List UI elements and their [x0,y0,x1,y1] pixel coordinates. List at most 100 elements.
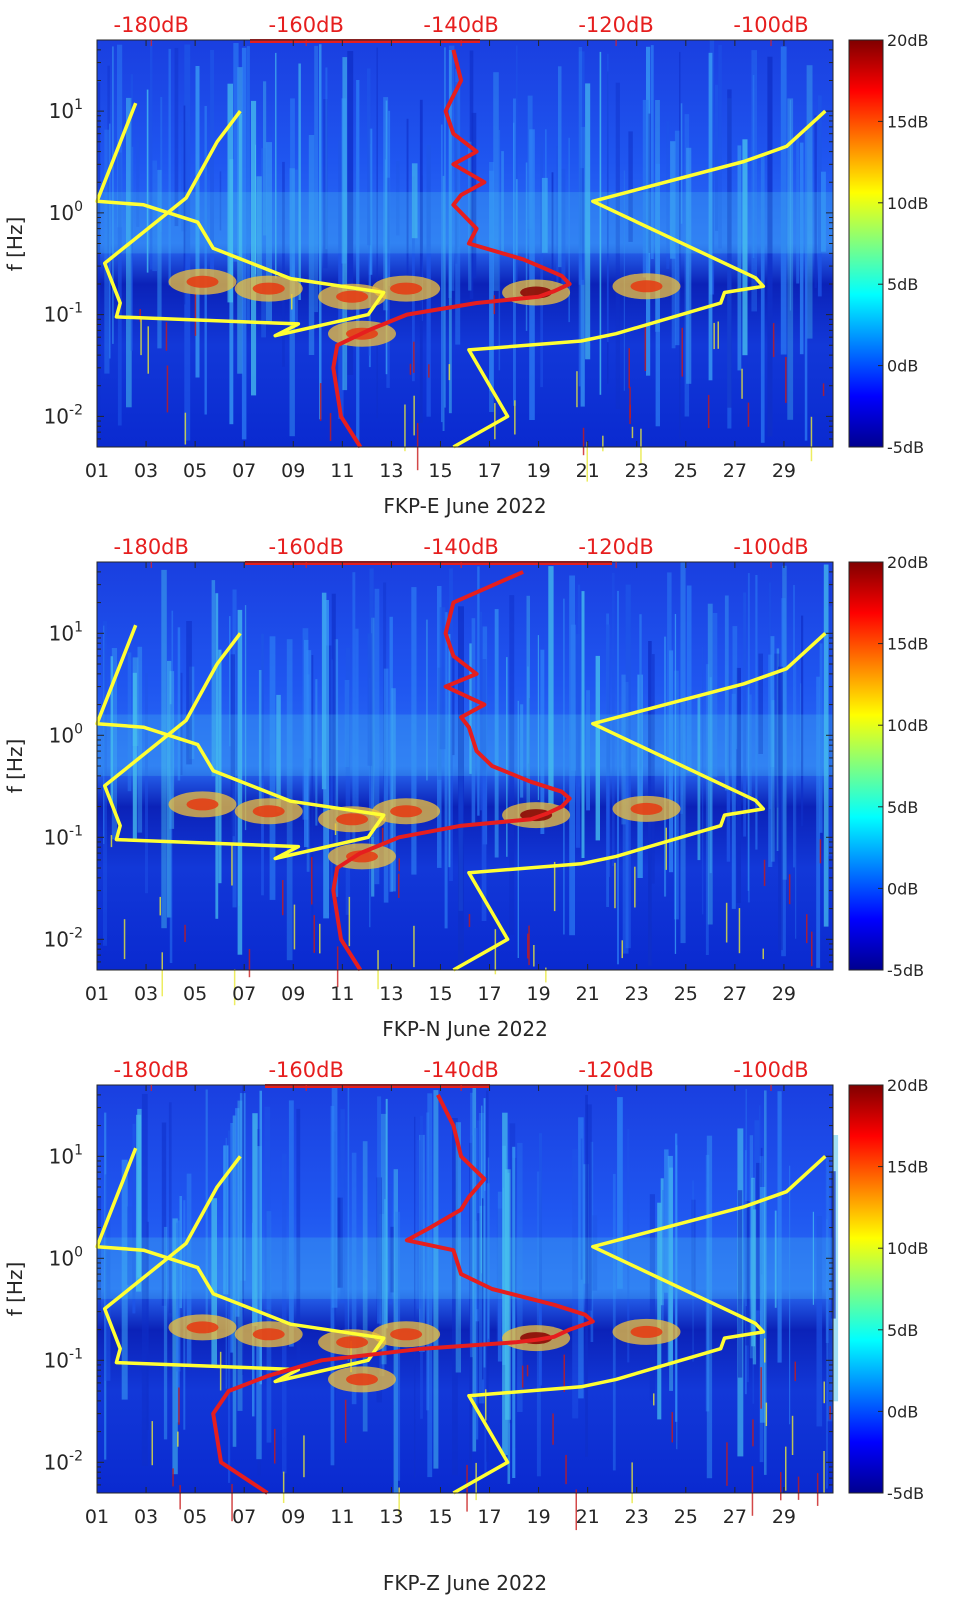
spectrogram-band [468,141,472,291]
spectrogram-band [215,593,219,919]
spectrogram-spike [621,940,623,959]
spectrogram-energy-blobs [97,1237,833,1393]
spectrogram-band [168,1102,172,1314]
spectrogram-band [502,1112,508,1456]
spectrogram-band [406,118,409,302]
spectrogram-band [263,81,267,236]
x-tick-label: 19 [527,983,551,1005]
high-noise-model-line [452,632,827,972]
spectrogram-band [290,98,295,328]
spectrogram-band [356,80,360,442]
energy-blob-core [336,290,369,303]
top-db-label: -160dB [268,535,343,559]
spectrogram-band [628,131,633,242]
energy-blob-core [186,798,219,811]
spectrogram-band [433,1090,439,1469]
energy-blob-core [346,1373,378,1386]
spectrogram-spike [123,919,126,960]
colorbar-tick-label: 0dB [887,1402,918,1421]
spectrogram-band [232,1115,237,1447]
spectrogram-band [680,103,683,224]
spectrogram-spike [466,1464,468,1512]
spectrogram-band [592,1215,598,1291]
spectrogram-band [172,1218,178,1475]
spectrogram-band [724,595,729,791]
spectrogram-spike [586,441,588,482]
spectrogram-spike [575,1489,577,1531]
y-tick-label: 100 [49,721,83,747]
spectrogram-band [789,99,792,311]
top-db-label: -180dB [114,13,189,37]
spectrogram-spike [166,365,169,413]
spectrogram-band [752,1209,757,1365]
spectrogram-band [520,704,524,798]
top-db-label: -120dB [578,13,653,37]
low-noise-model-line [95,1147,386,1384]
spectrogram-band [145,673,148,894]
spectrogram-band [337,1197,343,1288]
spectrogram-band [233,43,239,262]
spectrogram-band [516,179,518,260]
spectrogram-band [563,598,565,935]
energy-blob-core [252,1328,285,1341]
spectrogram-band [104,1174,111,1381]
microseism-band [97,192,833,254]
spectrogram-spike [194,292,197,336]
x-tick-label: 11 [330,1506,354,1528]
spectrogram-spike [172,1468,174,1487]
spectrogram-band [157,169,162,349]
spectrogram-band [789,1165,791,1425]
spectrogram-spike [797,1476,800,1500]
spectrogram-spike [707,394,710,429]
spectrogram-band [697,694,701,861]
spectrogram-band [117,44,123,228]
spectrogram-band [315,679,318,826]
spectrogram-band [804,132,808,441]
x-tick-label: 03 [134,983,158,1005]
spectrogram-spike [493,295,496,315]
spectrogram-spike [713,322,715,350]
spectrogram-spike [177,1431,179,1447]
spectrogram-energy-blobs [97,192,833,347]
colorbar: 20dB 15dB 10dB 5dB 0dB -5dB [848,31,929,457]
spectrogram-band [483,1098,486,1368]
spectrogram-band [742,139,748,356]
spectrogram-spike [816,1473,819,1506]
spectrogram-band [496,1208,503,1346]
spectrogram-band [266,142,272,323]
spectrogram-band [160,97,163,233]
x-tick-label: 21 [576,983,600,1005]
spectrogram-band [127,1206,133,1285]
spectrogram-spike [738,908,741,954]
spectrogram-band [745,1089,747,1307]
spectrogram-spike [563,1354,565,1392]
microseism-band [97,1237,833,1299]
colorbar-tick-label: 10dB [887,1239,929,1258]
spectrogram-band [774,653,780,808]
spectrogram-band [338,140,344,420]
spectrogram-band [670,141,676,259]
spectrogram-band [242,1085,244,1375]
spectrogram-spike [184,412,187,445]
spectrogram-band [737,145,742,371]
spectrogram-band [449,568,453,881]
spectrogram-band [168,48,171,286]
spectrogram-band [517,1142,523,1412]
x-tick-label: 13 [379,460,403,482]
spectrogram-band [771,700,775,862]
spectrogram-band [540,649,545,834]
x-tick-label: 13 [379,983,403,1005]
spectrogram-band [705,664,709,955]
x-tick-label: 05 [183,983,207,1005]
spectrogram-band [650,45,654,259]
spectrogram-band [826,1219,828,1489]
x-tick-label: 15 [428,460,452,482]
spectrogram-band [235,1108,240,1317]
x-tick-label: 09 [281,460,305,482]
spectrogram-band [264,1106,271,1309]
colorbar: 20dB 15dB 10dB 5dB 0dB -5dB [848,1076,929,1503]
x-tick-label: 19 [527,460,551,482]
y-axis-label: f [Hz] [3,217,27,272]
spectrogram-band [298,63,301,300]
spectrogram-band [304,639,309,848]
